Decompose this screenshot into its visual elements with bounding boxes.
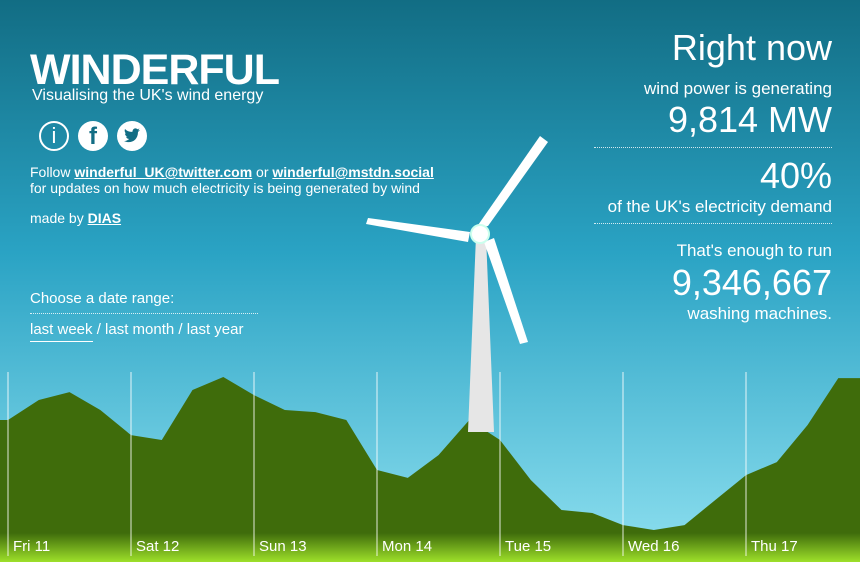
date-range-label: Choose a date range: bbox=[30, 290, 175, 307]
x-tick-label: Sun 13 bbox=[259, 538, 307, 555]
follow-prefix: Follow bbox=[30, 164, 71, 180]
facebook-icon[interactable]: f bbox=[78, 121, 108, 151]
wind-area bbox=[0, 377, 860, 533]
mastodon-link[interactable]: winderful@mstdn.social bbox=[272, 164, 434, 180]
follow-line: Follow winderful_UK@twitter.com or winde… bbox=[30, 164, 434, 180]
x-tick-label: Thu 17 bbox=[751, 538, 798, 555]
x-tick-label: Sat 12 bbox=[136, 538, 179, 555]
divider bbox=[594, 147, 832, 148]
generating-value: 9,814 MW bbox=[667, 99, 832, 140]
x-tick-label: Tue 15 bbox=[505, 538, 551, 555]
separator: / bbox=[96, 321, 101, 338]
count-label: washing machines. bbox=[687, 304, 832, 323]
x-tick-label: Mon 14 bbox=[382, 538, 432, 555]
count-value: 9,346,667 bbox=[671, 262, 832, 303]
x-tick-label: Fri 11 bbox=[13, 538, 50, 555]
percent-label: of the UK's electricity demand bbox=[607, 197, 832, 216]
percent-value: 40% bbox=[759, 155, 832, 196]
divider bbox=[594, 223, 832, 224]
divider bbox=[30, 313, 258, 314]
follow-or: or bbox=[256, 164, 269, 180]
app-title: WINDERFUL bbox=[30, 46, 280, 94]
credit: made by DIAS bbox=[30, 210, 121, 226]
turbine bbox=[366, 136, 548, 432]
twitter-link[interactable]: winderful_UK@twitter.com bbox=[74, 164, 253, 180]
generating-label: wind power is generating bbox=[643, 79, 832, 98]
date-option[interactable]: last month bbox=[105, 321, 175, 338]
right-now-title: Right now bbox=[671, 27, 832, 68]
credit-prefix: made by bbox=[30, 210, 84, 226]
ground bbox=[0, 533, 860, 562]
enough-label: That's enough to run bbox=[676, 241, 832, 260]
date-range-options: last week / last month / last year bbox=[30, 321, 244, 342]
twitter-icon[interactable] bbox=[117, 121, 147, 151]
follow-text: for updates on how much electricity is b… bbox=[30, 180, 420, 196]
credit-link[interactable]: DIAS bbox=[87, 210, 122, 226]
date-option[interactable]: last week bbox=[30, 321, 93, 342]
info-icon[interactable]: i bbox=[39, 121, 69, 151]
separator: / bbox=[178, 321, 183, 338]
x-tick-label: Wed 16 bbox=[628, 538, 679, 555]
date-option[interactable]: last year bbox=[186, 321, 244, 338]
app-subtitle: Visualising the UK's wind energy bbox=[32, 87, 264, 104]
